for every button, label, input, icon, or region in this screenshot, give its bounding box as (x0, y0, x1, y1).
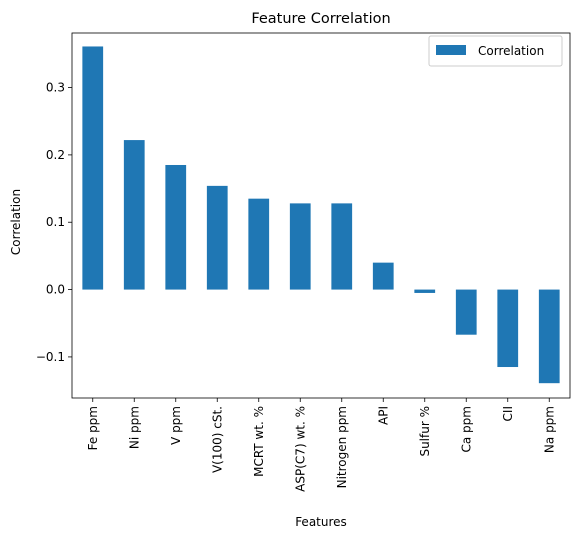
bar (289, 203, 311, 290)
bar (455, 289, 477, 335)
x-tick-label: MCRT wt. % (252, 406, 266, 477)
legend: Correlation (428, 35, 563, 67)
x-tick-label: Sulfur % (418, 406, 432, 457)
bar (538, 289, 560, 384)
legend-label: Correlation (478, 44, 544, 58)
x-tick-label: V(100) cSt. (210, 406, 224, 473)
x-tick-label: Na ppm (542, 406, 556, 453)
bar (331, 203, 353, 290)
x-tick-label: Ni ppm (127, 406, 141, 449)
plot-frame (71, 32, 571, 399)
bar (372, 262, 394, 290)
bar (248, 198, 270, 290)
x-axis-label: Features (295, 515, 347, 529)
bar (206, 185, 228, 290)
legend-frame (428, 35, 563, 67)
y-tick-label: 0.0 (46, 283, 65, 297)
bar (82, 46, 104, 290)
plot-area: Fe ppm Ni ppm V ppm V(100) cSt. MCRT wt. % AS… (36, 32, 571, 492)
y-tick-label: 0.2 (46, 148, 65, 162)
bar (123, 140, 145, 290)
x-tick-label: API (376, 406, 390, 425)
x-tick-label: CII (501, 406, 515, 421)
y-tick-label: 0.3 (46, 81, 65, 95)
x-tick-label: Fe ppm (86, 406, 100, 450)
chart-title: Feature Correlation (251, 11, 390, 27)
bar (414, 289, 436, 293)
legend-swatch (436, 45, 466, 55)
x-tick-label: Nitrogen ppm (335, 406, 349, 488)
x-tick-label: V ppm (169, 406, 183, 445)
bar (165, 164, 187, 290)
y-axis-label: Correlation (9, 189, 23, 255)
x-tick-label: Ca ppm (459, 406, 473, 452)
bar (497, 289, 519, 368)
y-tick-label: 0.1 (46, 215, 65, 229)
x-tick-label: ASP(C7) wt. % (293, 406, 307, 492)
y-tick-label: −0.1 (36, 350, 65, 364)
